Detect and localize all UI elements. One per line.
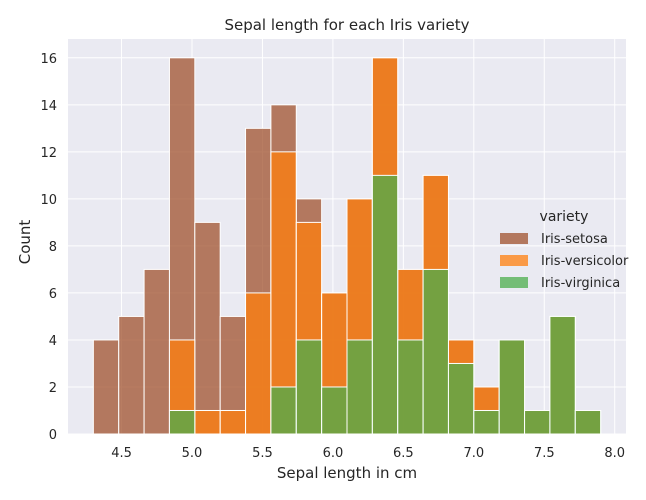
series-iris-virginica xyxy=(168,174,602,435)
y-tick-label: 2 xyxy=(49,381,57,396)
bar-iris-versicolor xyxy=(194,409,221,435)
x-tick-label: 6.0 xyxy=(323,446,344,461)
bar-iris-virginica xyxy=(397,339,424,435)
x-tick-label: 8.0 xyxy=(604,446,625,461)
x-tick-label: 7.5 xyxy=(534,446,555,461)
legend-title: variety xyxy=(540,209,589,225)
y-tick-label: 4 xyxy=(49,334,57,349)
bar-iris-virginica xyxy=(422,268,449,435)
bar-iris-virginica xyxy=(549,315,576,435)
bar-iris-setosa xyxy=(194,221,221,435)
bar-iris-versicolor xyxy=(219,409,247,435)
x-tick-label: 5.5 xyxy=(252,446,273,461)
bar-iris-virginica xyxy=(321,386,348,435)
x-tick-label: 6.5 xyxy=(393,446,414,461)
bar-iris-virginica xyxy=(498,339,526,435)
legend-item: Iris-setosa xyxy=(500,232,608,247)
legend-label: Iris-virginica xyxy=(541,276,620,291)
bar-iris-versicolor xyxy=(245,292,272,435)
bar-iris-setosa xyxy=(118,315,145,435)
y-tick-labels: 0 2 4 6 8 10 12 14 16 xyxy=(40,52,57,443)
legend-item: Iris-versicolor xyxy=(500,254,629,269)
bar-iris-virginica xyxy=(270,386,297,435)
x-tick-labels: 4.5 5.0 5.5 6.0 6.5 7.0 7.5 8.0 xyxy=(111,446,625,461)
bar-iris-virginica xyxy=(447,362,475,435)
y-axis-title: Count xyxy=(16,220,34,265)
y-tick-label: 10 xyxy=(40,193,57,208)
legend-label: Iris-setosa xyxy=(541,232,608,247)
y-tick-label: 14 xyxy=(40,99,57,114)
legend-label: Iris-versicolor xyxy=(541,254,629,269)
x-tick-label: 4.5 xyxy=(111,446,132,461)
y-tick-label: 8 xyxy=(49,240,57,255)
y-tick-label: 16 xyxy=(40,52,57,67)
bar-iris-virginica xyxy=(473,409,500,435)
bar-iris-virginica xyxy=(295,339,323,435)
bar-iris-virginica xyxy=(168,409,196,435)
y-tick-label: 0 xyxy=(49,428,57,443)
bar-iris-virginica xyxy=(371,174,399,435)
bars xyxy=(92,57,602,435)
legend-item: Iris-virginica xyxy=(500,276,620,291)
y-tick-label: 6 xyxy=(49,287,57,302)
bar-iris-setosa xyxy=(92,339,120,435)
legend: variety Iris-setosa Iris-versicolor Iris-v… xyxy=(500,209,629,291)
bar-iris-virginica xyxy=(574,409,602,435)
legend-swatch xyxy=(500,255,528,266)
x-axis-title: Sepal length in cm xyxy=(277,464,417,482)
y-tick-label: 12 xyxy=(40,146,57,161)
x-tick-label: 5.0 xyxy=(182,446,203,461)
bar-iris-virginica xyxy=(524,409,551,435)
legend-swatch xyxy=(500,233,528,244)
x-tick-label: 7.0 xyxy=(463,446,484,461)
chart-title: Sepal length for each Iris variety xyxy=(224,16,469,34)
bar-iris-setosa xyxy=(143,268,170,435)
legend-swatch xyxy=(500,277,528,288)
bar-iris-virginica xyxy=(346,339,373,435)
